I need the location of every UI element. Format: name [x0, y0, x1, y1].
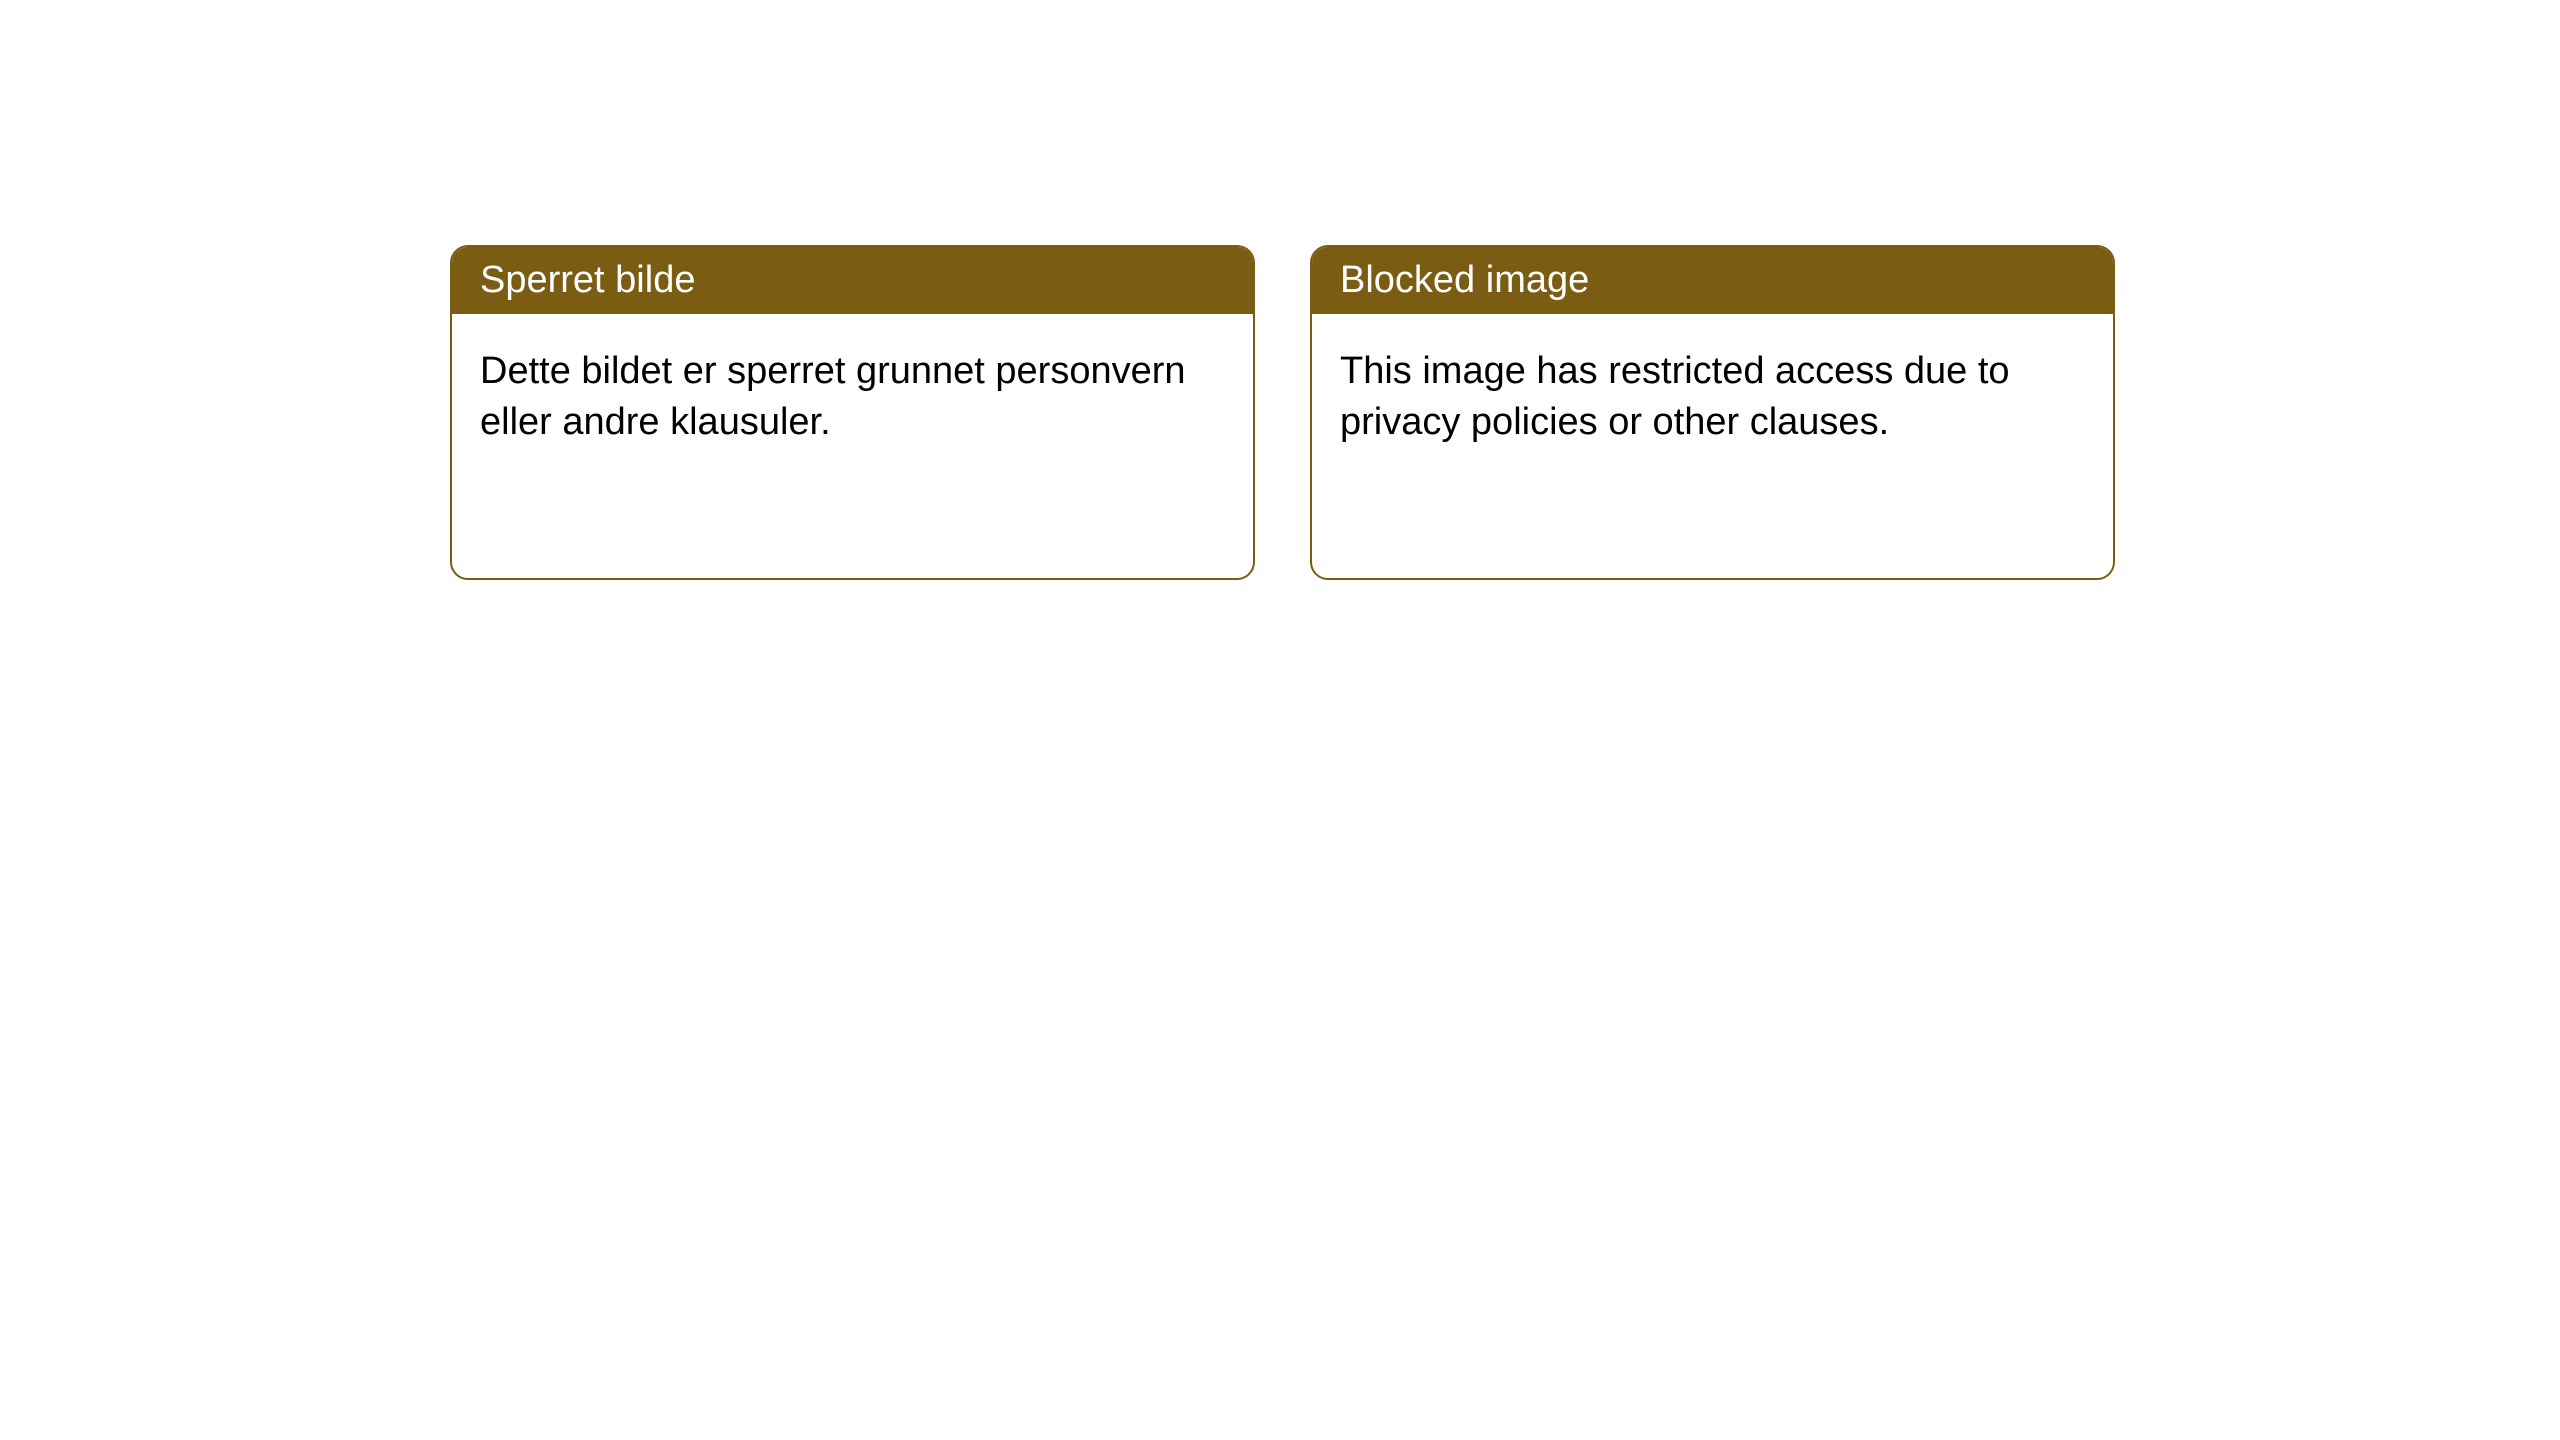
notice-title: Sperret bilde [480, 259, 695, 301]
notice-container: Sperret bilde Dette bildet er sperret gr… [0, 0, 2560, 580]
notice-body: This image has restricted access due to … [1312, 314, 2113, 481]
notice-card-norwegian: Sperret bilde Dette bildet er sperret gr… [450, 245, 1255, 580]
notice-body: Dette bildet er sperret grunnet personve… [452, 314, 1253, 481]
notice-title: Blocked image [1340, 259, 1589, 301]
notice-card-english: Blocked image This image has restricted … [1310, 245, 2115, 580]
notice-body-text: Dette bildet er sperret grunnet personve… [480, 350, 1186, 443]
notice-header: Sperret bilde [452, 247, 1253, 314]
notice-header: Blocked image [1312, 247, 2113, 314]
notice-body-text: This image has restricted access due to … [1340, 350, 2010, 443]
